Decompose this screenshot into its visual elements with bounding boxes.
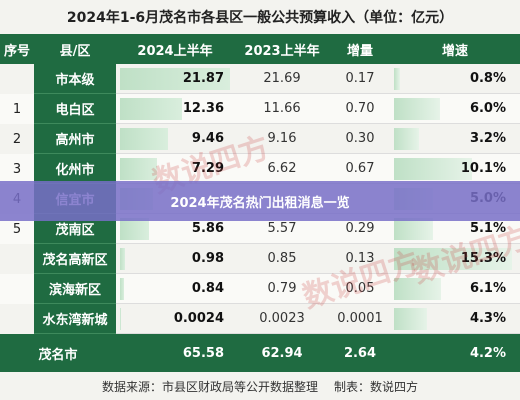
promo-banner[interactable]: 2024年茂名热门出租消息一览: [0, 181, 520, 221]
row-region: 化州市: [34, 154, 116, 184]
row-2024-bar: [120, 308, 121, 330]
row-2024-cell: 21.87: [116, 64, 234, 94]
footer-author: 制表：数说四方: [334, 379, 419, 394]
row-2024-cell: 0.98: [116, 244, 234, 274]
row-increase-value: 0.13: [330, 244, 390, 274]
row-2024-bar: [120, 128, 168, 150]
row-2024-bar: [120, 158, 157, 180]
row-growth-cell: 3.2%: [390, 124, 520, 154]
row-2023-value: 0.0023: [234, 304, 330, 334]
row-2024-value: 12.36: [182, 101, 224, 116]
row-region: 市本级: [34, 64, 116, 94]
table-row: 滨海新区 0.84 0.79 0.05 6.1%: [0, 274, 520, 304]
row-2024-value: 21.87: [182, 71, 224, 86]
row-2023-value: 21.69: [234, 64, 330, 94]
row-num: [0, 244, 34, 274]
row-num: [0, 64, 34, 94]
row-2024-value: 0.0024: [173, 311, 224, 326]
row-growth-cell: 15.3%: [390, 244, 520, 274]
row-region: 高州市: [34, 124, 116, 154]
table-row: 市本级 21.87 21.69 0.17 0.8%: [0, 64, 520, 94]
total-region: 茂名市: [38, 347, 78, 363]
row-growth-bar: [394, 248, 512, 270]
row-2023-value: 11.66: [234, 94, 330, 124]
row-growth-cell: 6.0%: [390, 94, 520, 124]
row-growth-value: 0.8%: [469, 71, 506, 86]
row-region: 水东湾新城: [34, 304, 116, 334]
row-2024-bar: [120, 68, 230, 90]
row-increase-value: 0.67: [330, 154, 390, 184]
row-growth-value: 15.3%: [460, 251, 506, 266]
header-region: 县/区: [59, 43, 91, 59]
row-growth-value: 4.3%: [469, 311, 506, 326]
table-row: 水东湾新城 0.0024 0.0023 0.0001 4.3%: [0, 304, 520, 334]
footer-source: 数据来源：市县区财政局等公开数据整理: [101, 379, 318, 394]
row-2024-cell: 0.84: [116, 274, 234, 304]
row-growth-cell: 10.1%: [390, 154, 520, 184]
row-growth-bar: [394, 98, 440, 120]
row-2024-bar: [120, 278, 124, 300]
row-increase-value: 0.30: [330, 124, 390, 154]
row-increase-value: 0.70: [330, 94, 390, 124]
row-growth-cell: 0.8%: [390, 64, 520, 94]
header-2023: 2023上半年: [244, 43, 320, 59]
total-increase: 2.64: [343, 345, 377, 361]
row-2024-bar: [120, 218, 149, 240]
total-2024: 65.58: [182, 345, 224, 361]
table-row: 2 高州市 9.46 9.16 0.30 3.2%: [0, 124, 520, 154]
row-2024-value: 5.86: [191, 221, 224, 236]
row-2024-cell: 7.29: [116, 154, 234, 184]
row-2024-cell: 12.36: [116, 94, 234, 124]
row-2024-value: 0.84: [191, 281, 224, 296]
row-2023-value: 9.16: [234, 124, 330, 154]
row-increase-value: 0.17: [330, 64, 390, 94]
row-2023-value: 0.85: [234, 244, 330, 274]
row-growth-cell: 6.1%: [390, 274, 520, 304]
row-growth-value: 6.1%: [469, 281, 506, 296]
table-header: 序号 县/区 2024上半年 2023上半年 增量 增速: [0, 34, 520, 64]
header-increase: 增量: [346, 43, 373, 59]
row-num: 1: [0, 94, 34, 124]
total-2023: 62.94: [261, 345, 303, 361]
total-row: 茂名市 65.58 62.94 2.64 4.2%: [0, 334, 520, 372]
row-growth-bar: [394, 158, 472, 180]
row-region: 滨海新区: [34, 274, 116, 304]
table-title: 2024年1-6月茂名市各县区一般公共预算收入（单位：亿元）: [0, 0, 520, 34]
row-growth-cell: 4.3%: [390, 304, 520, 334]
row-num: 3: [0, 154, 34, 184]
row-growth-bar: [394, 278, 441, 300]
row-growth-value: 6.0%: [469, 101, 506, 116]
row-2024-value: 0.98: [191, 251, 224, 266]
row-region: 电白区: [34, 94, 116, 124]
row-growth-value: 3.2%: [469, 131, 506, 146]
row-growth-value: 10.1%: [460, 161, 506, 176]
row-growth-bar: [394, 128, 419, 150]
header-2024: 2024上半年: [137, 43, 213, 59]
row-2024-cell: 9.46: [116, 124, 234, 154]
row-2024-value: 9.46: [191, 131, 224, 146]
row-2023-value: 0.79: [234, 274, 330, 304]
row-region: 茂名高新区: [34, 244, 116, 274]
row-2024-bar: [120, 248, 125, 270]
row-growth-value: 5.1%: [469, 221, 506, 236]
row-increase-value: 0.0001: [330, 304, 390, 334]
row-2023-value: 6.62: [234, 154, 330, 184]
row-2024-value: 7.29: [191, 161, 224, 176]
row-growth-bar: [394, 68, 400, 90]
row-num: 2: [12, 131, 22, 147]
row-num: [0, 304, 34, 334]
total-growth: 4.2%: [469, 345, 506, 361]
footer: 数据来源：市县区财政局等公开数据整理 制表：数说四方: [0, 372, 520, 400]
row-2024-bar: [120, 98, 182, 120]
table-row: 3 化州市 7.29 6.62 0.67 10.1%: [0, 154, 520, 184]
row-increase-value: 0.05: [330, 274, 390, 304]
row-growth-bar: [394, 218, 433, 240]
row-num: [0, 274, 34, 304]
row-2024-cell: 0.0024: [116, 304, 234, 334]
header-growth: 增速: [441, 43, 468, 59]
table-row: 茂名高新区 0.98 0.85 0.13 15.3%: [0, 244, 520, 274]
row-growth-bar: [394, 308, 427, 330]
header-num: 序号: [3, 43, 30, 59]
table-row: 1 电白区 12.36 11.66 0.70 6.0%: [0, 94, 520, 124]
